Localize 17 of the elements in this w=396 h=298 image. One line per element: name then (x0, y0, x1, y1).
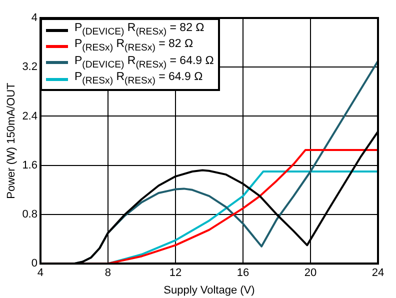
x-tick-label: 16 (236, 267, 250, 280)
x-axis-title: Supply Voltage (V) (164, 284, 255, 296)
legend-label: P$_{(RESx)}$ R$_{(RESx)}$ = 82 Ω (74, 38, 194, 55)
legend-label: P$_{(DEVICE)}$ R$_{(RESx)}$ = 64.9 Ω (74, 54, 214, 71)
y-tick-label: 3.2 (22, 61, 38, 74)
y-tick-label: 4 (31, 12, 38, 24)
y-tick-label: 2.4 (22, 110, 38, 122)
y-tick-label: 0 (31, 258, 38, 270)
x-tick-label: 20 (304, 267, 317, 280)
y-tick-label: 0.8 (22, 208, 38, 221)
y-tick-label: 1.6 (22, 159, 38, 172)
x-tick-label: 8 (104, 267, 112, 280)
y-axis-title: Power (W) 150mA/OUT (6, 82, 18, 199)
legend-label: P$_{(RESx)}$ R$_{(RESx)}$ = 64.9 Ω (74, 70, 203, 88)
legend-label: P$_{(DEVICE)}$ R$_{(RESx)}$ = 82 Ω (74, 22, 204, 38)
x-tick-label: 24 (372, 267, 384, 280)
x-tick-label: 12 (169, 267, 182, 280)
